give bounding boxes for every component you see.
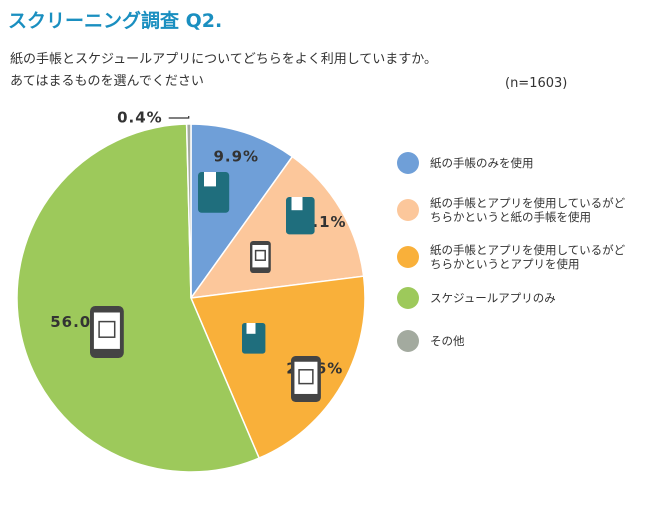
data-label: 9.9% bbox=[213, 148, 259, 166]
book-icon bbox=[204, 172, 216, 187]
phone-icon bbox=[254, 249, 266, 261]
note: (n=1603) bbox=[505, 76, 568, 91]
pie-slice bbox=[16, 123, 261, 473]
pie-slice bbox=[189, 155, 365, 299]
subtitle: あてはまるものを選んでください bbox=[10, 74, 204, 89]
legend-label: 紙の手帳とアプリを使用しているがどちらかというと紙の手帳を使用 bbox=[430, 196, 626, 224]
legend-swatch bbox=[397, 199, 419, 221]
phone-icon bbox=[294, 361, 318, 394]
leader-line bbox=[168, 116, 190, 119]
data-label: 0.4% bbox=[117, 109, 163, 127]
book-icon bbox=[291, 197, 303, 211]
pie-slice bbox=[185, 123, 192, 299]
phone-icon bbox=[252, 245, 269, 268]
book-icon bbox=[246, 323, 256, 334]
phone-icon bbox=[98, 320, 116, 338]
legend-swatch bbox=[397, 152, 419, 174]
chart-title: スクリーニング調査 Q2. bbox=[8, 10, 223, 32]
pie-slice bbox=[189, 275, 366, 460]
legend-swatch bbox=[397, 287, 419, 309]
phone-icon bbox=[93, 312, 120, 349]
legend-label: スケジュールアプリのみ bbox=[430, 291, 556, 305]
legend-label: その他 bbox=[430, 334, 465, 348]
subtitle: 紙の手帳とスケジュールアプリについてどちらをよく利用していますか。 bbox=[10, 52, 438, 67]
phone-icon bbox=[298, 369, 314, 385]
legend-swatch bbox=[397, 246, 419, 268]
legend-swatch bbox=[397, 330, 419, 352]
pie-slice bbox=[190, 123, 294, 301]
legend-label: 紙の手帳とアプリを使用しているがどちらかというとアプリを使用 bbox=[430, 243, 626, 271]
legend-label: 紙の手帳のみを使用 bbox=[430, 156, 534, 170]
